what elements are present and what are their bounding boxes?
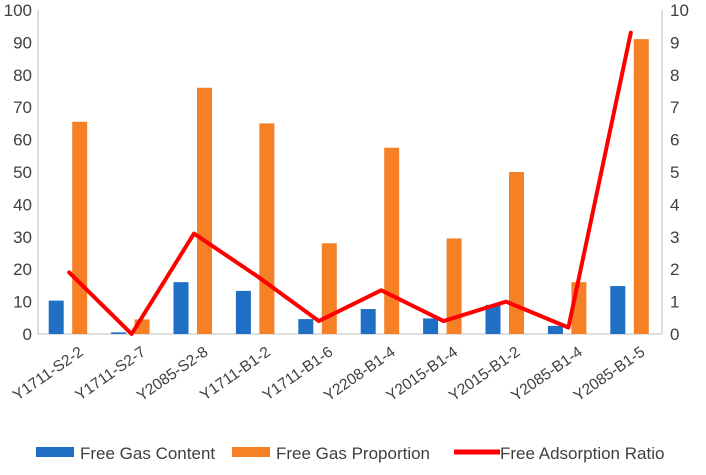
bar-free-gas-proportion xyxy=(259,123,274,334)
legend-swatch xyxy=(232,447,270,457)
y-left-tick-label: 70 xyxy=(13,98,32,117)
legend-label: Free Gas Content xyxy=(80,444,215,463)
y-left-tick-label: 60 xyxy=(13,131,32,150)
line-layer xyxy=(69,33,631,335)
bar-free-gas-content xyxy=(610,286,625,334)
y-right-tick-label: 0 xyxy=(670,325,679,344)
y-left-tick-label: 90 xyxy=(13,33,32,52)
legend-label: Free Adsorption Ratio xyxy=(500,444,664,463)
bar-free-gas-content xyxy=(548,326,563,334)
y-left-tick-label: 80 xyxy=(13,66,32,85)
bar-free-gas-content xyxy=(298,319,313,334)
bar-free-gas-content xyxy=(236,291,251,334)
legend-label: Free Gas Proportion xyxy=(276,444,430,463)
bar-free-gas-content xyxy=(111,332,126,334)
y-right-tick-label: 8 xyxy=(670,66,679,85)
y-right-tick-label: 3 xyxy=(670,228,679,247)
line-free-adsorption-ratio xyxy=(69,33,631,334)
bar-free-gas-content xyxy=(361,309,376,334)
y-left-tick-label: 100 xyxy=(4,1,32,20)
y-left-tick-label: 40 xyxy=(13,195,32,214)
legend: Free Gas Content Free Gas Proportion Free … xyxy=(36,444,664,463)
bar-free-gas-proportion xyxy=(72,122,87,334)
bar-free-gas-proportion xyxy=(384,148,399,334)
y-right-tick-label: 5 xyxy=(670,163,679,182)
bar-free-gas-proportion xyxy=(634,39,649,334)
y-left-tick-label: 20 xyxy=(13,260,32,279)
bar-free-gas-content xyxy=(174,282,189,334)
bar-free-gas-content xyxy=(423,318,438,334)
y-right-tick-label: 4 xyxy=(670,195,679,214)
y-right-tick-label: 1 xyxy=(670,293,679,312)
bar-free-gas-content xyxy=(49,301,64,334)
y-right-tick-label: 6 xyxy=(670,131,679,150)
y-left-tick-label: 0 xyxy=(23,325,32,344)
y-right-tick-label: 9 xyxy=(670,33,679,52)
y-left-tick-label: 50 xyxy=(13,163,32,182)
y-right-tick-label: 10 xyxy=(670,1,689,20)
y-left-tick-label: 10 xyxy=(13,293,32,312)
y-left-tick-label: 30 xyxy=(13,228,32,247)
y-right-tick-label: 7 xyxy=(670,98,679,117)
legend-swatch xyxy=(36,447,74,457)
y-right-tick-label: 2 xyxy=(670,260,679,279)
bars-layer xyxy=(49,39,649,334)
axes-layer: 0102030405060708090100012345678910Y1711-… xyxy=(4,1,689,405)
bar-free-gas-proportion xyxy=(197,88,212,334)
